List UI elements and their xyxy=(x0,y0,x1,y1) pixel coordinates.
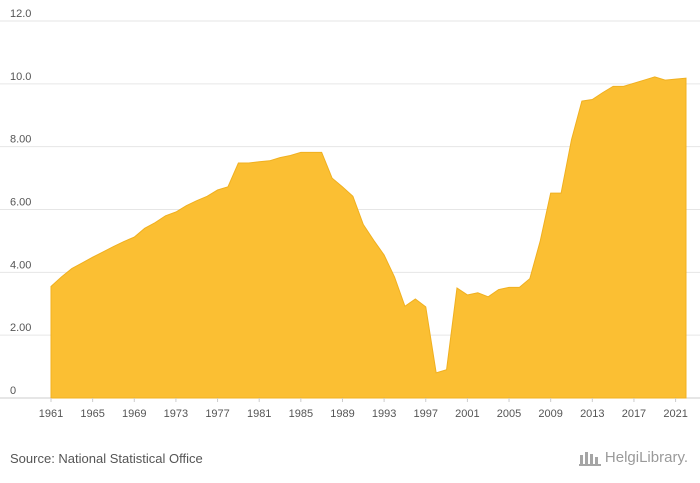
x-tick-label: 1965 xyxy=(80,408,104,420)
y-axis-ticks: 0 2.00 4.00 6.00 8.00 10.0 12.0 xyxy=(10,8,31,397)
x-tick-label: 1977 xyxy=(205,408,229,420)
data-area-series xyxy=(50,76,687,399)
x-tick-label: 1993 xyxy=(372,408,396,420)
source-note: Source: National Statistical Office xyxy=(10,451,203,466)
y-tick-label: 0 xyxy=(10,385,16,397)
y-tick-label: 2.00 xyxy=(10,322,31,334)
x-tick-label: 2017 xyxy=(622,408,646,420)
x-axis-ticks: 1961 1965 1969 1973 1977 1981 1985 1989 1993 1997… xyxy=(39,398,688,420)
brand-logo: HelgiLibrary. xyxy=(578,449,688,466)
x-tick-label: 1961 xyxy=(39,408,63,420)
y-tick-label: 8.00 xyxy=(10,134,31,146)
x-tick-label: 1973 xyxy=(164,408,188,420)
x-tick-label: 2009 xyxy=(538,408,562,420)
x-tick-label: 1985 xyxy=(289,408,313,420)
brand-name: HelgiLibrary. xyxy=(604,449,688,466)
x-tick-label: 1969 xyxy=(122,408,146,420)
y-tick-label: 4.00 xyxy=(10,259,31,271)
x-tick-label: 2021 xyxy=(663,408,687,420)
x-tick-label: 1997 xyxy=(414,408,438,420)
y-tick-label: 10.0 xyxy=(10,71,31,83)
library-icon xyxy=(578,451,601,466)
x-tick-label: 1981 xyxy=(247,408,271,420)
x-tick-label: 2013 xyxy=(580,408,604,420)
y-tick-label: 6.00 xyxy=(10,197,31,209)
x-tick-label: 2001 xyxy=(455,408,479,420)
y-tick-label: 12.0 xyxy=(10,8,31,20)
x-tick-label: 2005 xyxy=(497,408,521,420)
x-tick-label: 1989 xyxy=(330,408,354,420)
